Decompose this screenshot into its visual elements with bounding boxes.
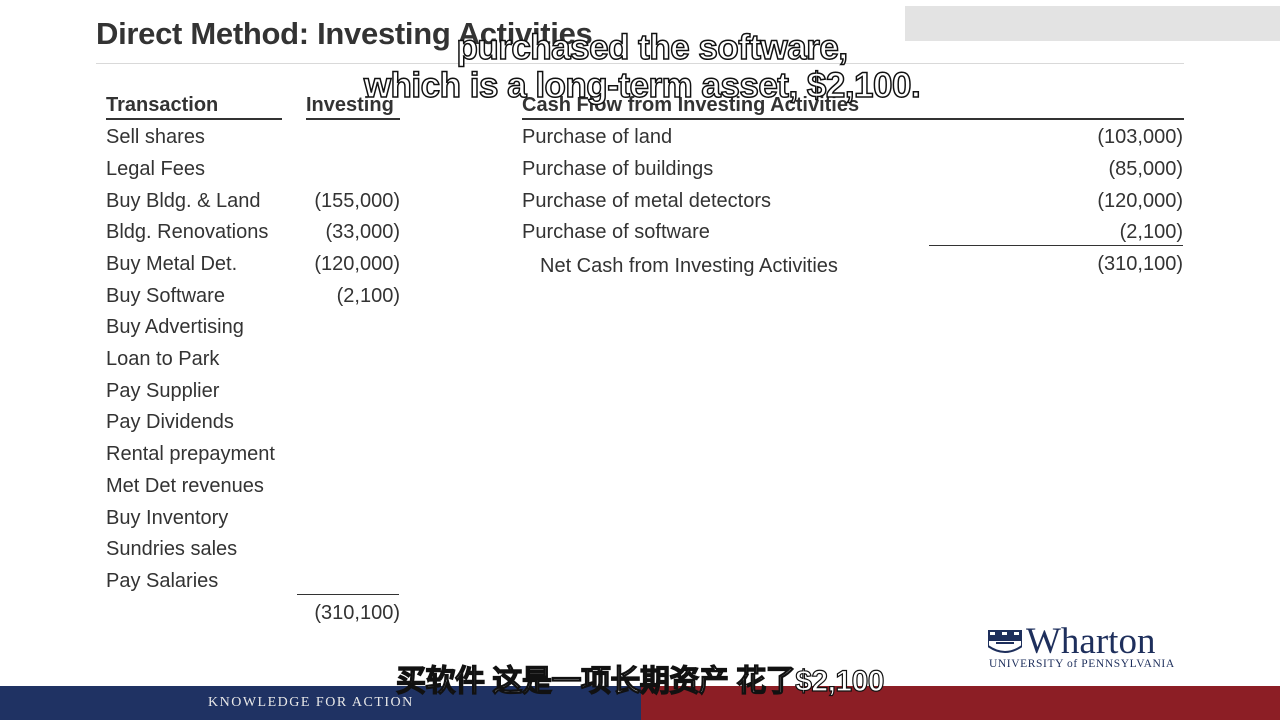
footer-tagline: KNOWLEDGE FOR ACTION [208, 695, 414, 710]
footer-bar-red [641, 686, 1280, 720]
cash-flow-item-label: Purchase of software [522, 221, 710, 243]
cash-flow-item-label: Purchase of metal detectors [522, 190, 772, 212]
col-header-transaction: Transaction [106, 94, 219, 116]
cash-flow-item-value: (85,000) [1108, 158, 1184, 180]
transaction-value: (33,000) [325, 221, 401, 243]
subtitle-zh: 买软件 这是一项长期资产 花了$2,100 [395, 664, 885, 698]
cash-flow-header-rule [522, 118, 1184, 120]
transaction-label: Legal Fees [106, 158, 205, 180]
col-header-investing: Investing [306, 94, 394, 116]
title-divider [96, 63, 1184, 64]
cash-flow-item-value: (120,000) [1097, 190, 1183, 212]
subtitle-en-line1: purchased the software, [456, 27, 849, 68]
shield-icon [988, 630, 1022, 653]
col-header-transaction-rule [106, 118, 282, 120]
transaction-label: Rental prepayment [106, 443, 275, 465]
investing-total-rule [297, 594, 399, 595]
transaction-value: (155,000) [314, 190, 400, 212]
transaction-label: Sell shares [106, 126, 205, 148]
transaction-label: Met Det revenues [106, 475, 264, 497]
transaction-label: Bldg. Renovations [106, 221, 269, 243]
net-cash-rule [929, 245, 1183, 246]
cash-flow-item-label: Purchase of buildings [522, 158, 714, 180]
slide-title: Direct Method: Investing Activities [96, 16, 593, 51]
transaction-label: Buy Bldg. & Land [106, 190, 261, 212]
transaction-value: (2,100) [336, 285, 400, 307]
transaction-label: Pay Supplier [106, 380, 220, 402]
transaction-label: Pay Salaries [106, 570, 219, 592]
logo-wordmark: Wharton [1026, 621, 1156, 662]
transaction-label: Buy Software [106, 285, 225, 307]
cash-flow-header: Cash Flow from Investing Activities [522, 94, 860, 116]
transaction-label: Buy Metal Det. [106, 253, 238, 275]
cash-flow-item-value: (103,000) [1097, 126, 1183, 148]
transaction-label: Sundries sales [106, 538, 238, 560]
net-cash-value: (310,100) [1097, 253, 1183, 275]
footer-bar-blue [0, 686, 641, 720]
cash-flow-item-value: (2,100) [1119, 221, 1183, 243]
transaction-label: Pay Dividends [106, 411, 234, 433]
net-cash-label: Net Cash from Investing Activities [540, 255, 838, 277]
logo-subtitle: UNIVERSITY of PENNSYLVANIA [989, 658, 1175, 670]
col-header-investing-rule [306, 118, 400, 120]
transaction-label: Loan to Park [106, 348, 220, 370]
transaction-label: Buy Inventory [106, 507, 229, 529]
subtitle-en-line2: which is a long-term asset, $2,100. [363, 65, 921, 106]
video-overlay-box [905, 6, 1280, 41]
transaction-label: Buy Advertising [106, 316, 244, 338]
investing-total: (310,100) [314, 602, 400, 624]
transaction-value: (120,000) [314, 253, 400, 275]
cash-flow-item-label: Purchase of land [522, 126, 673, 148]
